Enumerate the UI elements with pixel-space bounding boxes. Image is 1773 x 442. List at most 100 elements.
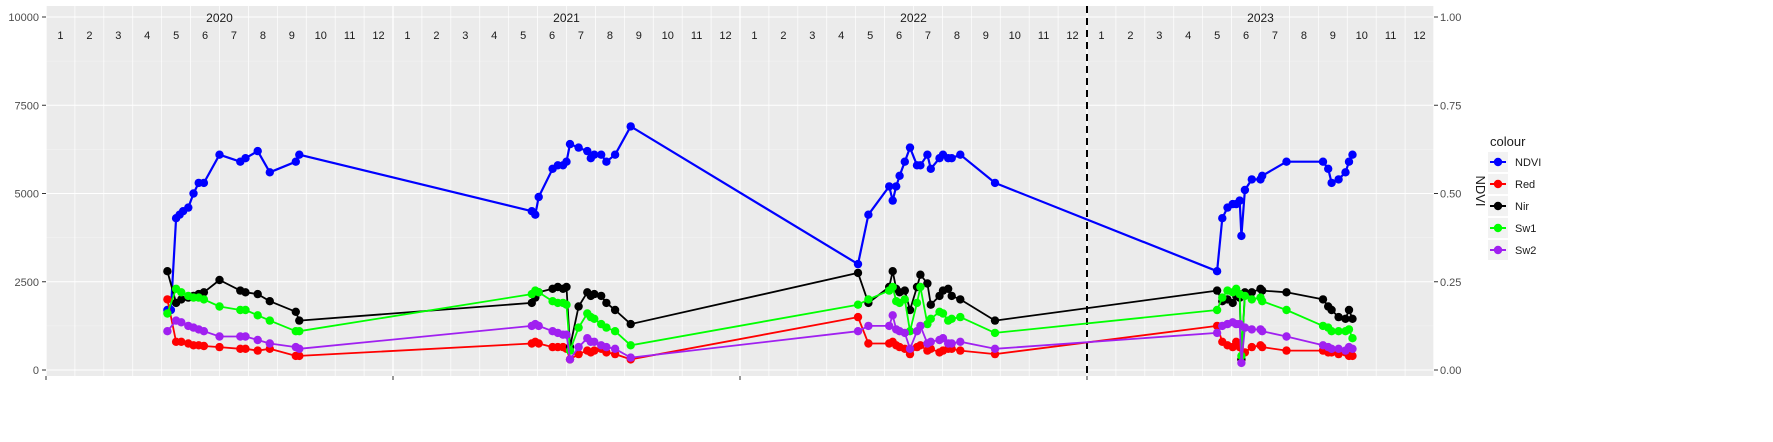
month-label: 10: [1356, 30, 1368, 42]
data-point-sw1: [590, 314, 599, 323]
data-point-nir: [253, 289, 262, 299]
data-point-ndvi: [1318, 157, 1328, 166]
data-point-sw1: [938, 309, 948, 318]
month-label: 7: [925, 30, 931, 42]
data-point-sw2: [574, 342, 583, 352]
y2-tick-label: 1.00: [1440, 12, 1461, 24]
data-point-ndvi: [853, 259, 863, 269]
year-label: 2023: [1247, 11, 1274, 25]
y-axis-left: 0 2500 5000 7500 10000: [8, 12, 46, 377]
month-label: 11: [344, 30, 355, 42]
data-point-sw2: [215, 332, 224, 341]
data-point-sw1: [947, 314, 956, 323]
data-point-red: [590, 346, 599, 355]
data-point-ndvi: [1282, 157, 1291, 166]
data-point-sw1: [1218, 293, 1227, 302]
data-point-nir: [562, 282, 571, 292]
data-point-ndvi: [215, 150, 224, 159]
data-point-red: [534, 339, 543, 348]
data-point-nir: [1327, 305, 1336, 315]
data-point-ndvi: [1334, 175, 1343, 184]
data-point-ndvi: [1258, 171, 1267, 180]
data-point-sw1: [1247, 295, 1257, 304]
data-point-ndvi: [916, 161, 925, 170]
y2-tick-label: 0.00: [1440, 365, 1461, 377]
data-point-nir: [1318, 295, 1328, 304]
data-point-sw1: [1327, 327, 1336, 336]
data-point-red: [163, 295, 172, 304]
month-label: 6: [896, 30, 902, 42]
data-point-red: [177, 337, 186, 346]
data-point-sw2: [1247, 325, 1257, 334]
data-point-nir: [163, 267, 172, 276]
data-point-sw2: [864, 321, 873, 331]
data-point-ndvi: [900, 157, 909, 166]
data-point-nir: [265, 297, 274, 306]
month-label: 11: [691, 30, 702, 42]
legend-key-point: [1493, 179, 1503, 189]
month-label: 2: [780, 30, 786, 42]
legend-label: Red: [1515, 179, 1535, 191]
data-point-sw1: [990, 328, 1000, 338]
data-point-red: [1282, 346, 1291, 355]
data-point-ndvi: [199, 178, 209, 188]
data-point-ndvi: [253, 146, 262, 156]
year-label: 2022: [900, 11, 927, 25]
month-label: 2: [433, 30, 439, 42]
data-point-sw1: [1344, 325, 1354, 334]
month-label: 4: [491, 30, 497, 42]
data-point-ndvi: [610, 150, 620, 159]
data-point-sw2: [990, 344, 1000, 353]
data-point-sw2: [916, 321, 925, 331]
month-label: 10: [315, 30, 327, 42]
data-point-nir: [956, 295, 965, 304]
data-point-sw2: [1240, 323, 1250, 332]
data-point-sw2: [602, 342, 611, 352]
data-point-sw1: [1282, 305, 1291, 315]
legend-label: Nir: [1515, 201, 1529, 213]
y-tick-label: 5000: [15, 189, 39, 201]
month-labels: 1 2 3 4 5 6 7 8 9 10 11 12 1 2 3 4 5 6 7 8 9 10 11 12 1 2 3 4 5 6 7 8 9 1…: [57, 30, 1425, 42]
data-point-sw1: [626, 341, 635, 350]
data-point-sw1: [177, 288, 186, 297]
data-point-sw2: [199, 327, 209, 336]
legend-item-red: Red: [1488, 174, 1535, 194]
month-label: 8: [1301, 30, 1307, 42]
month-label: 3: [462, 30, 468, 42]
data-point-ndvi: [905, 143, 915, 152]
legend-item-nir: Nir: [1488, 196, 1529, 216]
data-point-sw2: [1282, 332, 1291, 341]
data-point-sw2: [626, 353, 635, 362]
data-point-ndvi: [295, 150, 304, 159]
data-point-ndvi: [926, 164, 935, 173]
year-label: 2020: [206, 11, 233, 25]
data-point-ndvi: [1212, 267, 1222, 276]
month-label: 4: [1185, 30, 1191, 42]
data-point-ndvi: [1324, 164, 1333, 173]
data-point-nir: [610, 305, 620, 315]
month-label: 12: [1066, 30, 1078, 42]
data-point-sw1: [241, 305, 250, 315]
data-point-sw2: [163, 327, 172, 336]
data-point-ndvi: [1344, 157, 1354, 166]
y-tick-label: 10000: [8, 12, 39, 24]
data-point-ndvi: [888, 196, 897, 205]
x-axis: [45, 376, 1088, 380]
data-point-ndvi: [1235, 196, 1244, 205]
month-label: 6: [1243, 30, 1249, 42]
month-label: 3: [115, 30, 121, 42]
data-point-sw2: [610, 344, 620, 353]
month-label: 10: [662, 30, 674, 42]
data-point-ndvi: [1240, 185, 1250, 195]
data-point-ndvi: [265, 168, 274, 177]
month-label: 7: [231, 30, 237, 42]
data-point-nir: [916, 270, 925, 279]
data-point-sw2: [926, 337, 935, 346]
data-point-sw1: [574, 323, 583, 332]
data-point-nir: [926, 300, 935, 309]
data-point-nir: [900, 286, 909, 295]
y2-tick-label: 0.75: [1440, 100, 1461, 112]
data-point-nir: [177, 295, 186, 304]
data-point-sw1: [602, 323, 611, 332]
